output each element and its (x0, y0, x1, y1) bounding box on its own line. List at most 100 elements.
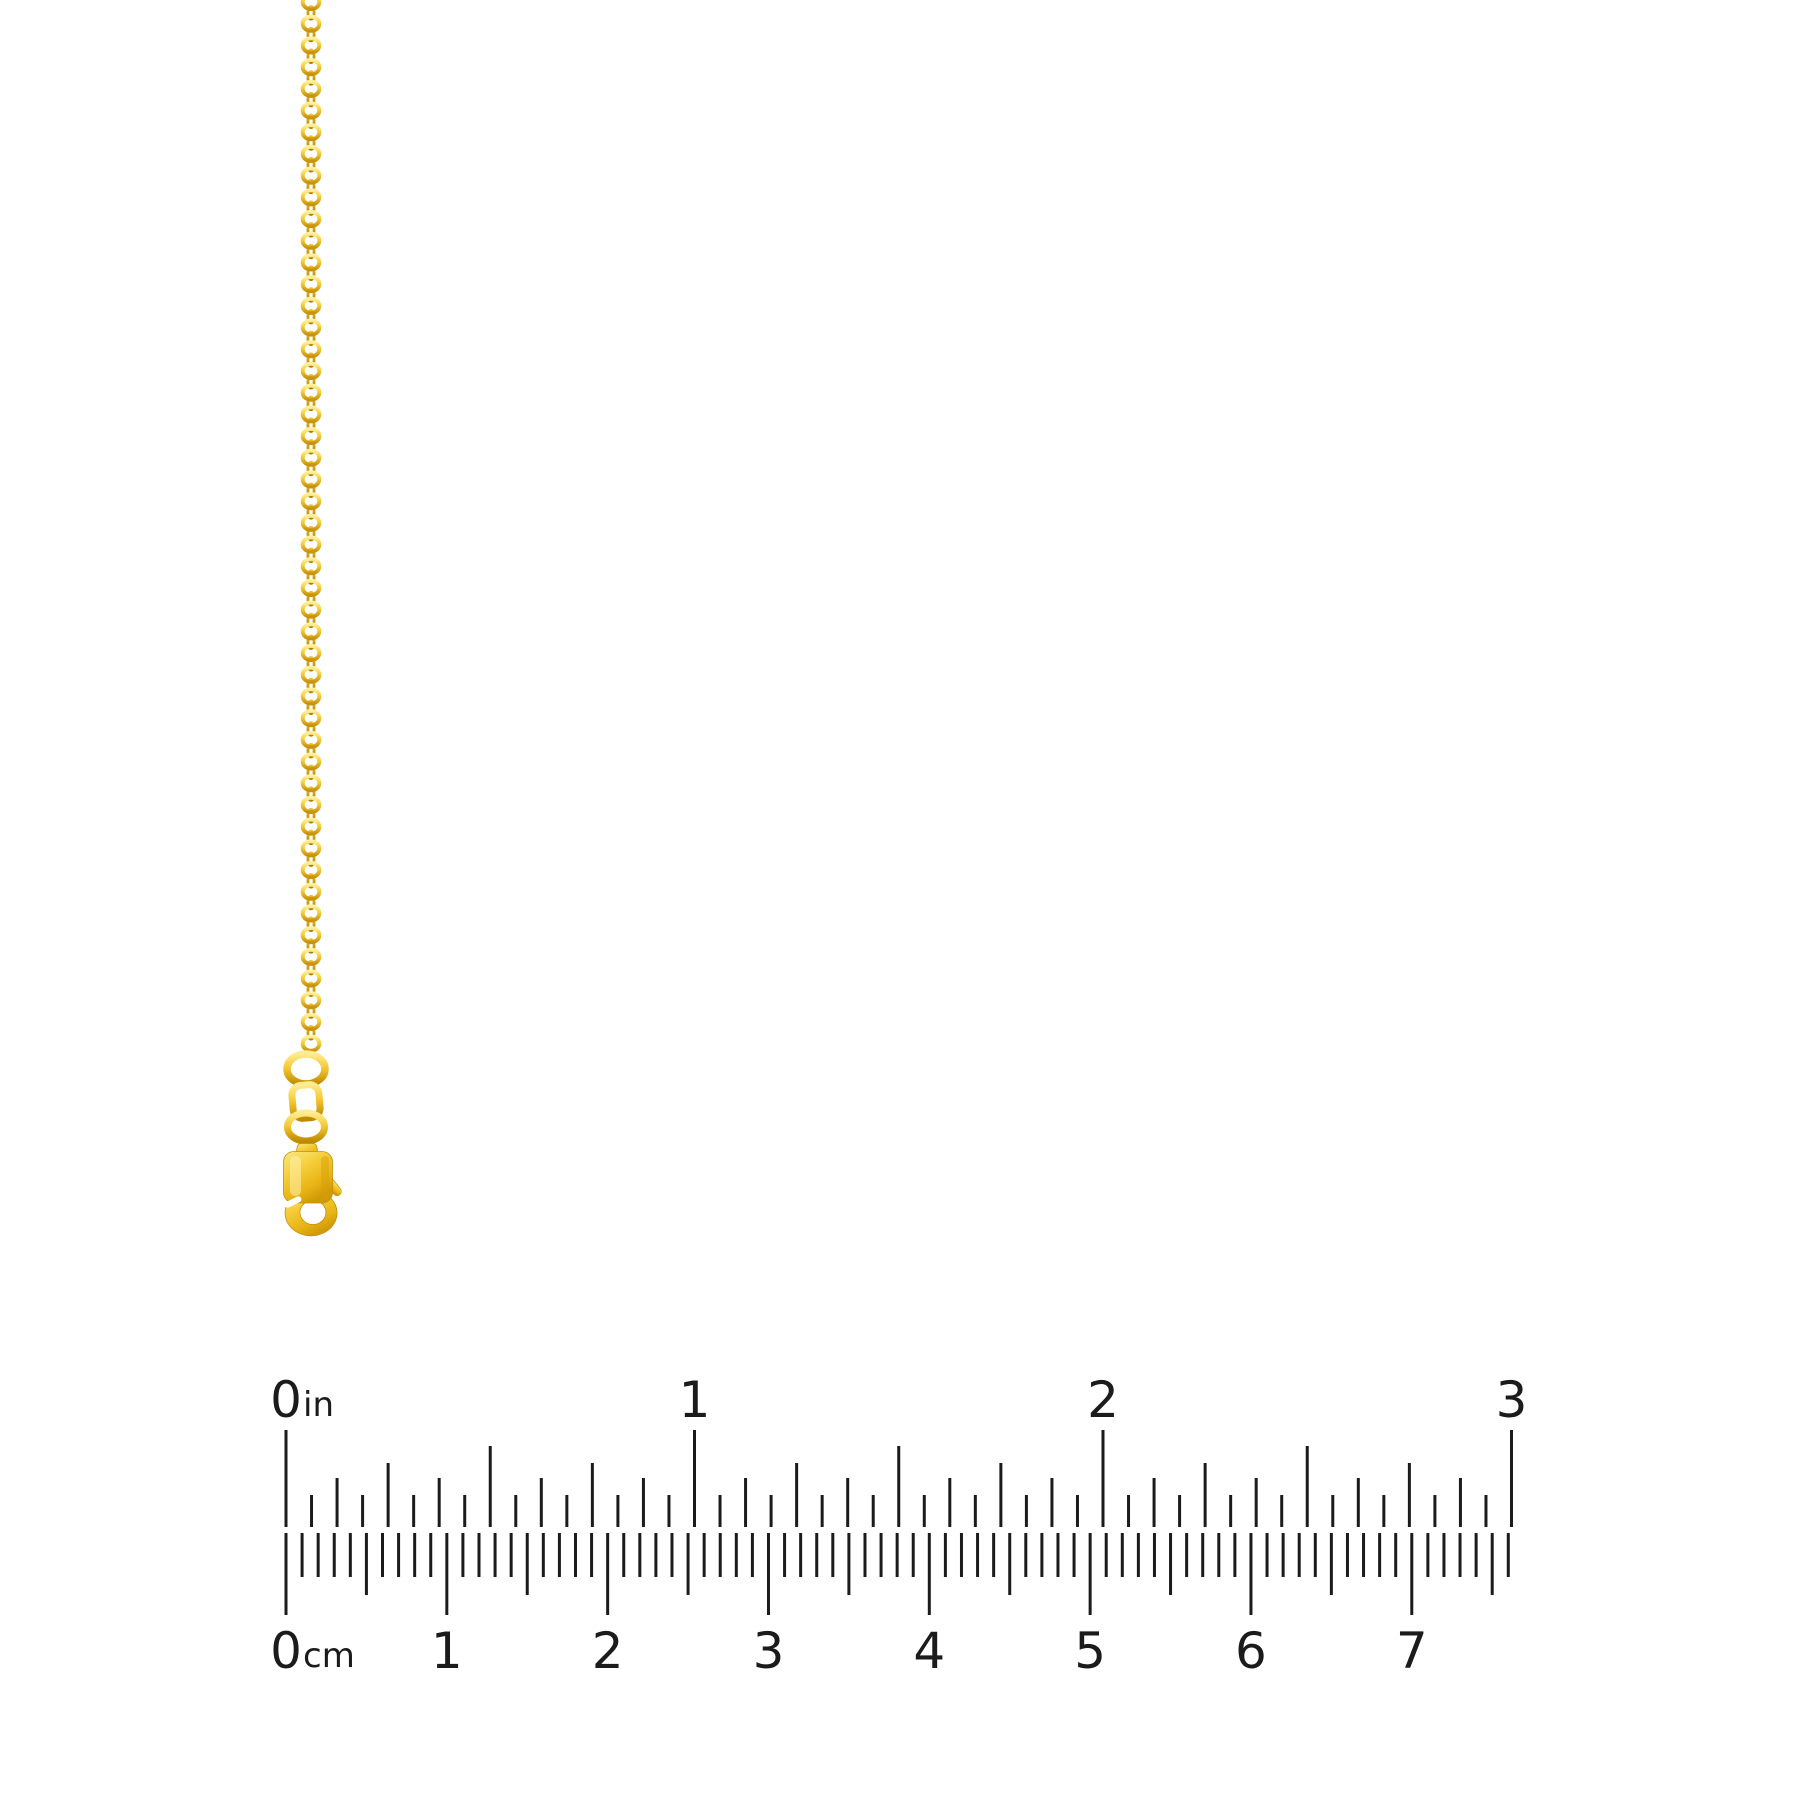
inch-number-3: 3 (1496, 1371, 1528, 1429)
chain-front-link (300, 535, 322, 554)
cm-scale-ticks (284, 1533, 1510, 1615)
chain-front-link (300, 383, 322, 402)
chain-edge-link (306, 287, 316, 303)
chain-front-link (300, 79, 322, 98)
inch-unit-label: in (303, 1385, 334, 1425)
inch-scale-ticks (284, 1430, 1513, 1527)
chain-edge-link (306, 938, 316, 954)
chain-image (300, 0, 322, 1053)
chain-front-link (300, 470, 322, 489)
chain-edge-link (306, 851, 316, 867)
chain-edge-link (306, 677, 316, 694)
chain-front-link (300, 0, 322, 12)
chain-front-link (300, 340, 322, 359)
chain-front-link (300, 600, 322, 619)
cm-number-1: 1 (431, 1622, 463, 1680)
chain-edge-link (306, 721, 316, 737)
cm-number-3: 3 (753, 1622, 785, 1680)
chain-front-link (300, 209, 322, 229)
chain-edge-link (306, 26, 316, 43)
chain-edge-link (306, 699, 316, 715)
chain-front-link (300, 253, 322, 272)
chain-front-link (300, 730, 322, 749)
chain-front-link (300, 426, 322, 446)
round-ring (284, 1109, 328, 1145)
chain-front-link (300, 709, 322, 728)
chain-front-link (300, 513, 322, 532)
cm-number-5: 5 (1074, 1622, 1106, 1680)
chain-front-link (300, 860, 322, 880)
chain-front-link (300, 578, 322, 598)
chain-front-link (300, 795, 322, 815)
chain-front-link (300, 361, 322, 380)
chain-edge-link (306, 48, 316, 64)
chain-edge-link (306, 981, 316, 998)
chain-front-link (300, 188, 322, 207)
cm-number-7: 7 (1396, 1622, 1428, 1680)
chain-front-link (300, 144, 322, 163)
chain-edge-link (306, 808, 316, 824)
chain-front-link (300, 947, 322, 966)
chain-edge-link (306, 873, 316, 889)
chain-edge-link (306, 656, 316, 672)
chain-edge-link (306, 894, 316, 911)
chain-front-link (300, 231, 322, 250)
inch-number-0: 0 (270, 1371, 302, 1429)
lobster-clasp-assembly (283, 1050, 342, 1237)
chain-edge-link (306, 70, 316, 86)
chain-edge-link (306, 1003, 316, 1019)
chain-front-link (300, 492, 322, 511)
chain-front-link (300, 101, 322, 120)
chain-edge-link (306, 547, 316, 564)
lobster-clasp-body (283, 1143, 342, 1237)
chain-edge-link (306, 959, 316, 976)
clasp-shade (321, 1156, 329, 1200)
chain-front-link (300, 14, 322, 33)
inch-number-2: 2 (1087, 1371, 1119, 1429)
chain-edge-link (306, 504, 316, 520)
chain-front-link (300, 882, 322, 901)
chain-edge-link (306, 395, 316, 412)
chain-front-link (300, 36, 322, 55)
chain-front-link (300, 991, 322, 1010)
chain-edge-link (306, 612, 316, 629)
chain-edge-link (306, 569, 316, 585)
chain-edge-link (306, 265, 316, 281)
chain-front-link (300, 166, 322, 185)
chain-front-link (300, 904, 322, 923)
chain-edge-link (306, 91, 316, 108)
chain-front-link (300, 665, 322, 684)
cm-number-0: 0 (270, 1622, 302, 1680)
chain-edge-link (306, 786, 316, 802)
chain-edge-link (306, 460, 316, 477)
chain-edge-link (306, 308, 316, 325)
chain-edge-link (306, 417, 316, 433)
clasp-highlight (290, 1156, 301, 1196)
chain-edge-link (306, 591, 316, 607)
chain-edge-link (306, 482, 316, 498)
cm-number-4: 4 (913, 1622, 945, 1680)
chain-edge-link (306, 200, 316, 216)
chain-edge-link (306, 113, 316, 130)
chain-front-link (300, 58, 322, 77)
chain-front-link (300, 687, 322, 706)
chain-edge-link (306, 135, 316, 151)
chain-edge-link (306, 222, 316, 238)
chain-edge-link (306, 5, 316, 21)
chain-front-link (300, 643, 322, 663)
chain-front-link (300, 817, 322, 836)
chain-edge-link (306, 1025, 316, 1041)
chain-front-link (300, 1012, 322, 1032)
clasp-gate-gap (284, 1196, 302, 1208)
chain-edge-link (306, 178, 316, 195)
chain-front-link (300, 774, 322, 793)
chain-edge-link (306, 764, 316, 781)
chain-front-link (300, 296, 322, 315)
cm-unit-label: cm (303, 1636, 355, 1676)
cm-number-2: 2 (592, 1622, 624, 1680)
chain-front-link (300, 318, 322, 337)
